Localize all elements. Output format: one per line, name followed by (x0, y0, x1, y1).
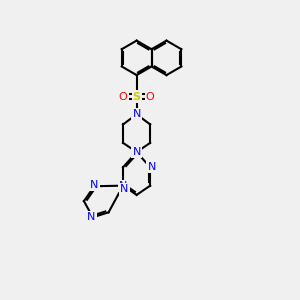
Text: N: N (119, 181, 127, 191)
Text: S: S (133, 92, 141, 101)
Text: N: N (120, 184, 129, 194)
Text: N: N (148, 162, 156, 172)
Text: N: N (90, 180, 98, 190)
Text: N: N (87, 212, 95, 222)
Text: O: O (119, 92, 128, 101)
Text: N: N (132, 109, 141, 119)
Text: N: N (132, 147, 141, 157)
Text: O: O (146, 92, 154, 101)
